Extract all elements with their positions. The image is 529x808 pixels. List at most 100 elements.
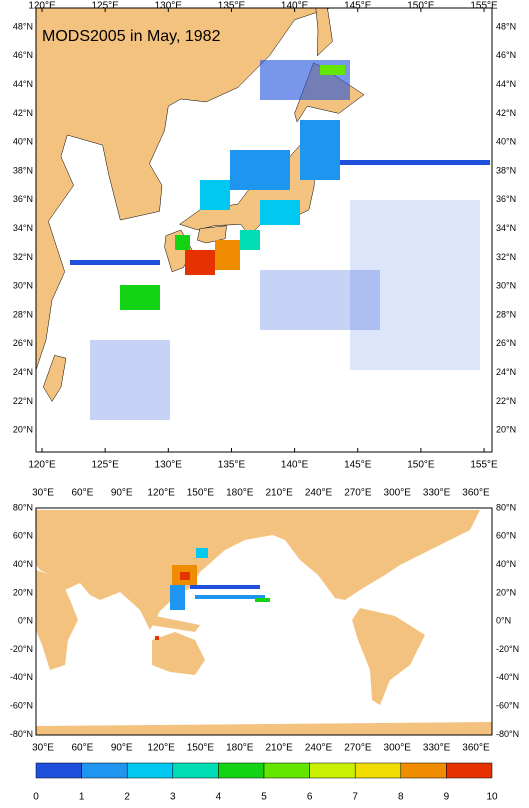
lon-label: 150°E xyxy=(187,488,215,499)
colorbar-segment xyxy=(263,762,310,779)
colorbar-label: 8 xyxy=(398,792,404,803)
lon-label: 270°E xyxy=(344,488,372,499)
map-frame xyxy=(35,507,493,736)
lon-label: 130°E xyxy=(155,1,183,12)
lat-label: 20°N xyxy=(496,425,516,435)
lat-label: 40°N xyxy=(13,137,33,147)
lat-label: 20°N xyxy=(13,587,33,597)
lat-label: 28°N xyxy=(13,309,33,319)
colorbar-label: 0 xyxy=(33,792,39,803)
lat-label: 24°N xyxy=(496,367,516,377)
lon-label: 60°E xyxy=(71,488,93,499)
lat-label: 80°N xyxy=(496,502,516,512)
lat-label: 22°N xyxy=(13,396,33,406)
lon-label: 135°E xyxy=(218,460,246,471)
lat-label: 36°N xyxy=(13,194,33,204)
land xyxy=(36,722,492,735)
colorbar-label: 5 xyxy=(261,792,267,803)
colorbar-label: 2 xyxy=(124,792,130,803)
lat-label: 40°N xyxy=(496,559,516,569)
lat-label: 28°N xyxy=(496,309,516,319)
lat-label: 46°N xyxy=(496,50,516,60)
bottom-map xyxy=(36,510,492,735)
lat-label: 44°N xyxy=(496,79,516,89)
top-map xyxy=(36,8,490,420)
lon-label: 120°E xyxy=(28,1,56,12)
lon-label: 300°E xyxy=(384,743,412,754)
lon-label: 130°E xyxy=(155,460,183,471)
lon-label: 140°E xyxy=(281,460,309,471)
colorbar-label: 10 xyxy=(486,792,498,803)
colorbar-segment xyxy=(400,762,447,779)
colorbar-segment xyxy=(354,762,402,779)
lon-label: 150°E xyxy=(407,1,435,12)
colorbar-label: 1 xyxy=(79,792,85,803)
lon-label: 125°E xyxy=(91,1,119,12)
colorbar-segment xyxy=(172,762,219,779)
colorbar-label: 6 xyxy=(307,792,313,803)
lat-label: -20°N xyxy=(10,644,33,654)
lon-label: 120°E xyxy=(28,460,56,471)
land xyxy=(315,8,333,57)
land xyxy=(43,355,67,402)
lon-label: 125°E xyxy=(91,460,119,471)
lon-label: 210°E xyxy=(265,488,293,499)
lon-label: 180°E xyxy=(226,743,254,754)
map-frame xyxy=(35,7,493,453)
lat-label: 30°N xyxy=(496,281,516,291)
lat-label: 80°N xyxy=(13,502,33,512)
lat-label: 0°N xyxy=(496,616,511,626)
lat-label: -80°N xyxy=(10,729,33,739)
lat-label: 20°N xyxy=(13,425,33,435)
lat-label: 38°N xyxy=(496,165,516,175)
lat-label: -60°N xyxy=(496,700,519,710)
lat-label: 38°N xyxy=(13,165,33,175)
lat-label: -80°N xyxy=(496,729,519,739)
lat-label: 60°N xyxy=(496,531,516,541)
lon-label: 90°E xyxy=(111,488,133,499)
lon-label: 145°E xyxy=(344,460,372,471)
lon-label: 330°E xyxy=(423,488,451,499)
lon-label: 155°E xyxy=(470,460,498,471)
lon-label: 180°E xyxy=(226,488,254,499)
land xyxy=(150,615,200,632)
lon-label: 150°E xyxy=(407,460,435,471)
lat-label: 42°N xyxy=(496,108,516,118)
title: MODS2005 in May, 1982 xyxy=(42,28,221,45)
observation-cells xyxy=(70,60,490,420)
colorbar-segment xyxy=(35,762,82,779)
colorbar-label: 4 xyxy=(216,792,222,803)
land xyxy=(255,510,480,600)
lon-label: 135°E xyxy=(218,1,246,12)
lat-label: 30°N xyxy=(13,281,33,291)
lat-label: -40°N xyxy=(10,672,33,682)
lat-label: -60°N xyxy=(10,700,33,710)
lon-label: 90°E xyxy=(111,743,133,754)
colorbar-segment xyxy=(309,762,356,779)
lat-label: 42°N xyxy=(13,108,33,118)
lon-label: 30°E xyxy=(32,743,54,754)
lat-label: 0°N xyxy=(18,616,33,626)
lat-label: 26°N xyxy=(13,338,33,348)
lon-label: 240°E xyxy=(305,743,333,754)
lat-label: 24°N xyxy=(13,367,33,377)
land xyxy=(36,570,78,670)
lon-label: 60°E xyxy=(71,743,93,754)
lat-label: 60°N xyxy=(13,531,33,541)
lat-label: 34°N xyxy=(496,223,516,233)
lat-label: 22°N xyxy=(496,396,516,406)
lat-label: 44°N xyxy=(13,79,33,89)
lat-label: 48°N xyxy=(496,21,516,31)
colorbar-segment xyxy=(446,762,493,779)
colorbar-label: 9 xyxy=(444,792,450,803)
lon-label: 145°E xyxy=(344,1,372,12)
lon-label: 140°E xyxy=(281,1,309,12)
lat-label: -20°N xyxy=(496,644,519,654)
lon-label: 30°E xyxy=(32,488,54,499)
lat-label: 46°N xyxy=(13,50,33,60)
lon-label: 210°E xyxy=(265,743,293,754)
lon-label: 240°E xyxy=(305,488,333,499)
lon-label: 360°E xyxy=(462,743,490,754)
title-box xyxy=(38,24,224,48)
